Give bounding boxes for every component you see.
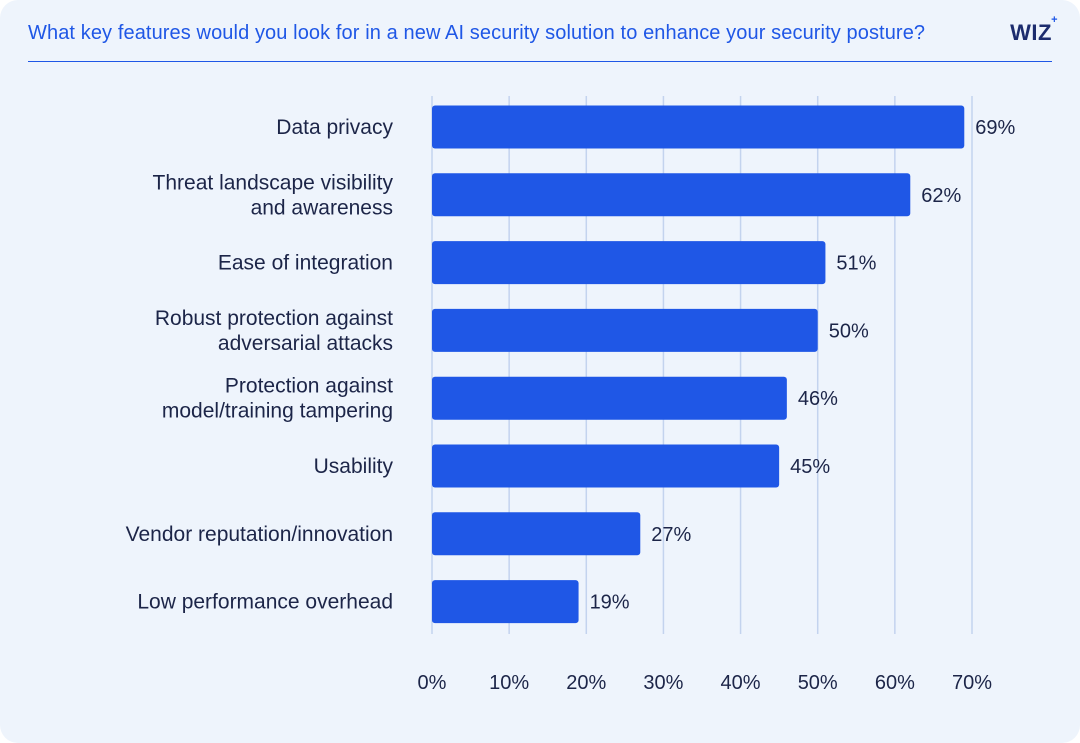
x-tick-label: 50% bbox=[798, 672, 838, 694]
bar bbox=[432, 580, 579, 624]
category-label: Robust protection against adversarial att… bbox=[155, 307, 393, 355]
value-label: 46% bbox=[798, 388, 838, 410]
category-label: Usability bbox=[314, 455, 394, 478]
category-label: Ease of integration bbox=[218, 252, 393, 275]
chart-title: What key features would you look for in … bbox=[28, 22, 926, 44]
wiz-logo: WIZ + bbox=[1010, 14, 1057, 46]
bar bbox=[432, 376, 787, 420]
category-label: Vendor reputation/innovation bbox=[126, 523, 393, 546]
category-label-line: adversarial attacks bbox=[218, 332, 393, 355]
bar bbox=[432, 512, 641, 556]
x-tick-label: 20% bbox=[566, 672, 606, 694]
x-tick-label: 10% bbox=[489, 672, 529, 694]
value-label: 62% bbox=[921, 185, 961, 207]
category-label-line: Data privacy bbox=[276, 116, 393, 139]
category-label-line: Ease of integration bbox=[218, 252, 393, 275]
category-label-line: Threat landscape visibility bbox=[153, 171, 394, 194]
value-label: 27% bbox=[651, 524, 691, 546]
bar bbox=[432, 173, 911, 217]
category-label: Protection against model/training tamperi… bbox=[162, 375, 393, 423]
category-label-line: Usability bbox=[314, 455, 394, 478]
category-label: Data privacy bbox=[276, 116, 393, 139]
category-label: Low performance overhead bbox=[137, 591, 393, 614]
x-tick-label: 0% bbox=[418, 672, 447, 694]
bar bbox=[432, 308, 818, 352]
x-tick-label: 70% bbox=[952, 672, 992, 694]
bar bbox=[432, 105, 965, 149]
category-label-line: Protection against bbox=[225, 375, 393, 398]
category-label-line: and awareness bbox=[251, 196, 393, 219]
logo-text: WIZ bbox=[1010, 20, 1052, 45]
category-label-line: Robust protection against bbox=[155, 307, 393, 330]
bar bbox=[432, 444, 780, 488]
bar bbox=[432, 241, 826, 285]
value-label: 51% bbox=[836, 253, 876, 275]
x-tick-label: 40% bbox=[721, 672, 761, 694]
value-label: 69% bbox=[975, 117, 1015, 139]
category-label-line: Low performance overhead bbox=[137, 591, 393, 614]
x-tick-label: 30% bbox=[643, 672, 683, 694]
value-label: 50% bbox=[829, 320, 869, 342]
logo-star-icon: + bbox=[1051, 14, 1058, 26]
value-label: 45% bbox=[790, 456, 830, 478]
category-label-line: Vendor reputation/innovation bbox=[126, 523, 393, 546]
value-label: 19% bbox=[590, 592, 630, 614]
category-label: Threat landscape visibility and awareness bbox=[153, 171, 394, 219]
category-label-line: model/training tampering bbox=[162, 400, 393, 423]
x-tick-label: 60% bbox=[875, 672, 915, 694]
chart-header: What key features would you look for in … bbox=[28, 14, 1058, 62]
